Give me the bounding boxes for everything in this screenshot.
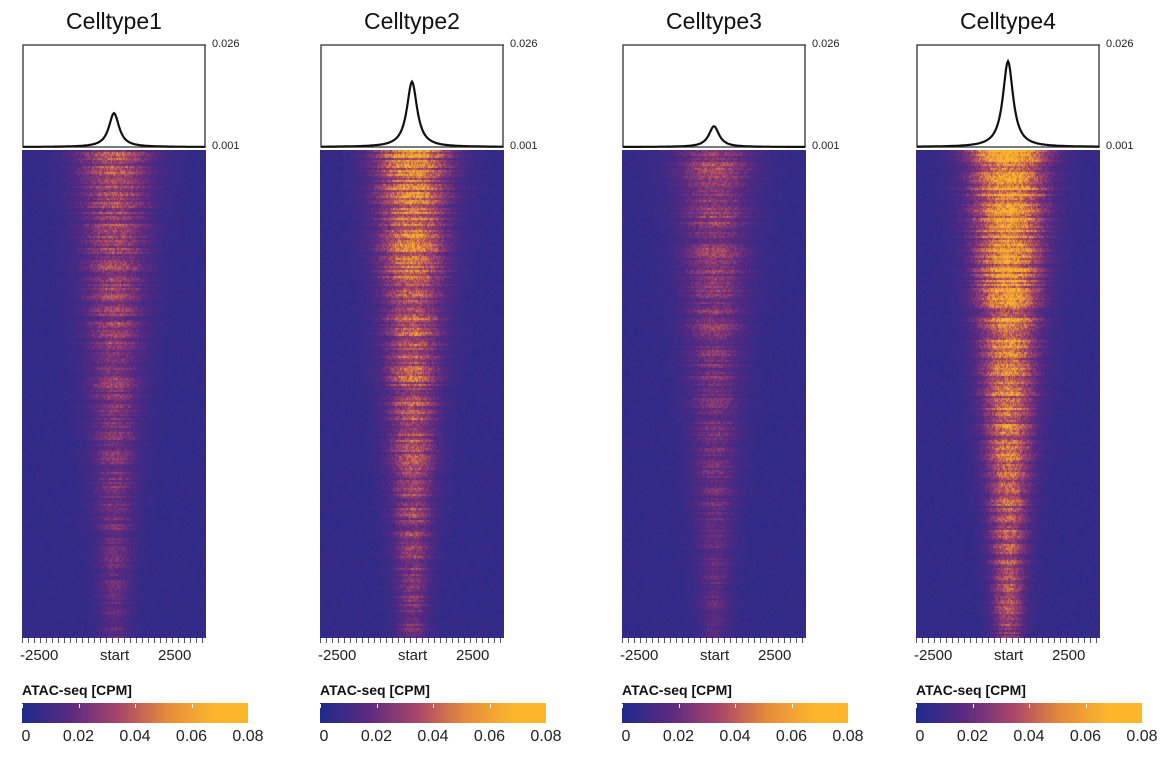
- profile-plot: [916, 44, 1100, 148]
- colorbar-tick: [678, 704, 680, 708]
- colorbar-tick-label: 0.06: [1069, 728, 1102, 745]
- colorbar-tick-label: 0.08: [832, 728, 864, 745]
- x-tick-label: -2500: [914, 647, 953, 664]
- panel-title: Celltype4: [960, 8, 1056, 34]
- x-tick-label: start: [994, 647, 1024, 664]
- profile-ytick-label: 0.001: [510, 140, 538, 152]
- colorbar-tick: [78, 704, 80, 708]
- colorbar-tick-label: 0.02: [662, 728, 695, 745]
- colorbar-tick: [191, 704, 193, 708]
- profile-ytick-label: 0.001: [1106, 140, 1134, 152]
- panel-3: Celltype3 0.026 0.001 -2500 start 2500 ATAC-se…: [620, 0, 882, 763]
- colorbar-tick: [735, 704, 736, 708]
- colorbar-tick-label: 0: [915, 728, 925, 745]
- panel-title: Celltype3: [666, 8, 762, 34]
- colorbar-tick: [248, 704, 249, 708]
- x-tick-label: start: [700, 647, 730, 664]
- panel-title: Celltype2: [364, 8, 460, 34]
- x-tick-label: -2500: [318, 647, 357, 664]
- x-tick-label: 2500: [456, 647, 490, 664]
- colorbar-tick-label: 0: [621, 728, 631, 745]
- colorbar-tick-label: 0.02: [956, 728, 989, 745]
- profile-plot: [320, 44, 504, 148]
- heatmap: [622, 150, 806, 638]
- x-tick-label: 2500: [158, 647, 192, 664]
- colorbar-tick: [546, 704, 547, 708]
- profile-ytick-label: 0.026: [510, 38, 538, 50]
- x-tick-label: start: [398, 647, 428, 664]
- colorbar-tick: [433, 704, 434, 708]
- colorbar: [320, 703, 546, 723]
- profile-plot: [22, 44, 206, 148]
- colorbar-tick-label: 0.08: [530, 728, 562, 745]
- profile-ytick-label: 0.026: [812, 38, 840, 50]
- x-axis-ticks: [916, 638, 1100, 643]
- colorbar-tick: [320, 704, 321, 708]
- x-tick-label: 2500: [1052, 647, 1086, 664]
- x-axis-ticks: [22, 638, 206, 643]
- profile-ytick-label: 0.001: [212, 140, 240, 152]
- colorbar-tick-label: 0.08: [232, 728, 264, 745]
- colorbar-tick-label: 0.02: [360, 728, 393, 745]
- heatmap: [916, 150, 1100, 638]
- profile-ytick-label: 0.026: [212, 38, 240, 50]
- colorbar-tick: [489, 704, 491, 708]
- colorbar-tick: [972, 704, 974, 708]
- x-tick-label: -2500: [20, 647, 59, 664]
- colorbar: [622, 703, 848, 723]
- profile-frame: [916, 44, 1100, 148]
- panel-1: Celltype1 0.026 0.001 -2500 start 2500 ATAC-se…: [20, 0, 282, 763]
- colorbar-label: ATAC-seq [CPM]: [320, 682, 430, 698]
- profile-frame: [320, 44, 504, 148]
- colorbar-tick-label: 0: [21, 728, 31, 745]
- colorbar-tick: [622, 704, 623, 708]
- profile-ytick-label: 0.026: [1106, 38, 1134, 50]
- x-tick-label: 2500: [758, 647, 792, 664]
- colorbar-tick: [1085, 704, 1087, 708]
- panel-4: Celltype4 0.026 0.001 -2500 start 2500 ATAC-se…: [914, 0, 1175, 763]
- x-axis-ticks: [622, 638, 806, 643]
- colorbar-tick-label: 0.04: [719, 728, 751, 745]
- colorbar-tick-label: 0.04: [1013, 728, 1045, 745]
- panel-title: Celltype1: [66, 8, 162, 34]
- colorbar: [22, 703, 248, 723]
- colorbar-tick-label: 0.06: [775, 728, 808, 745]
- colorbar-tick-label: 0.04: [417, 728, 449, 745]
- profile-line: [623, 124, 805, 148]
- panel-2: Celltype2 0.026 0.001 -2500 start 2500 ATAC-se…: [318, 0, 580, 763]
- colorbar-tick-label: 0.02: [62, 728, 95, 745]
- colorbar: [916, 703, 1142, 723]
- profile-ytick-label: 0.001: [812, 140, 840, 152]
- colorbar-tick-label: 0.06: [175, 728, 208, 745]
- profile-line: [321, 79, 503, 148]
- heatmap: [22, 150, 206, 638]
- profile-line: [917, 58, 1099, 148]
- colorbar-tick-label: 0.08: [1126, 728, 1158, 745]
- colorbar-tick: [1142, 704, 1143, 708]
- colorbar-tick-label: 0.06: [473, 728, 506, 745]
- colorbar-tick-label: 0.04: [119, 728, 151, 745]
- colorbar-tick: [791, 704, 793, 708]
- colorbar-tick-label: 0: [319, 728, 329, 745]
- profile-line: [23, 111, 205, 148]
- colorbar-tick: [1029, 704, 1030, 708]
- colorbar-tick: [22, 704, 23, 708]
- x-tick-label: -2500: [620, 647, 659, 664]
- x-axis-ticks: [320, 638, 504, 643]
- colorbar-label: ATAC-seq [CPM]: [916, 682, 1026, 698]
- colorbar-label: ATAC-seq [CPM]: [622, 682, 732, 698]
- x-tick-label: start: [100, 647, 130, 664]
- profile-plot: [622, 44, 806, 148]
- profile-frame: [22, 44, 206, 148]
- profile-frame: [622, 44, 806, 148]
- heatmap: [320, 150, 504, 638]
- colorbar-tick: [135, 704, 136, 708]
- colorbar-tick: [916, 704, 917, 708]
- colorbar-tick: [848, 704, 849, 708]
- colorbar-tick: [376, 704, 378, 708]
- colorbar-label: ATAC-seq [CPM]: [22, 682, 132, 698]
